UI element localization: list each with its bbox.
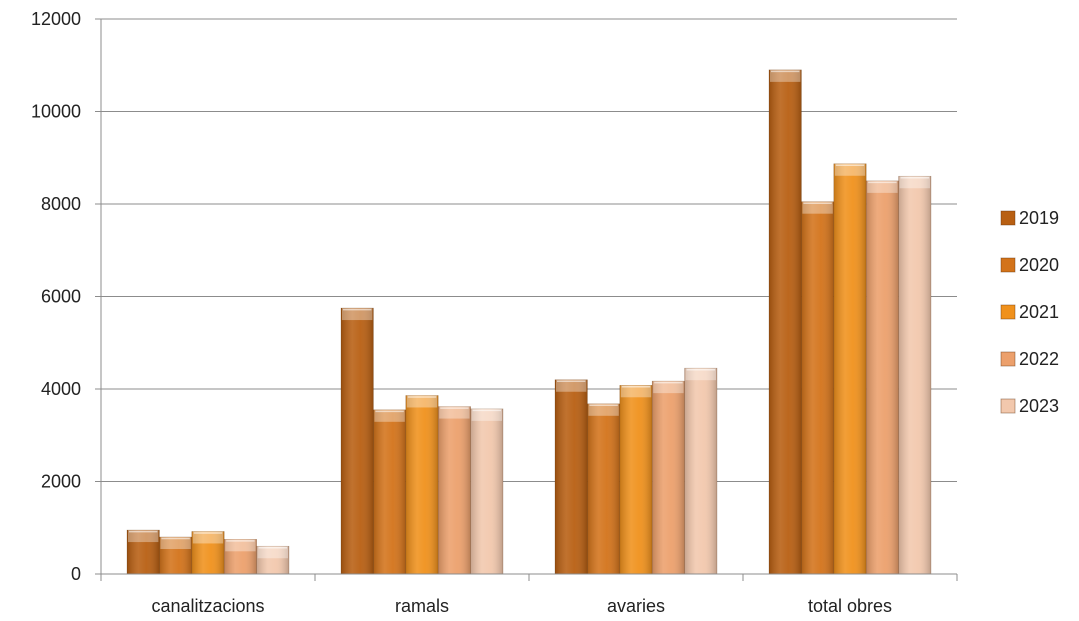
- bar-2019-total-obres: [768, 69, 802, 575]
- legend-swatch: [1000, 398, 1016, 414]
- bar-2022-canalitzacions: [223, 539, 257, 575]
- bar-2019-canalitzacions: [126, 529, 160, 575]
- legend-swatch: [1000, 257, 1016, 273]
- x-tick-label: ramals: [395, 596, 449, 616]
- bar-2020-avaries: [587, 403, 621, 575]
- bar-2022-ramals: [437, 406, 471, 575]
- legend-item-2020: 2020: [1000, 255, 1059, 275]
- y-tick-label: 4000: [41, 379, 81, 399]
- gridlines: [95, 18, 957, 575]
- x-tick-label: avaries: [607, 596, 665, 616]
- bar-2020-ramals: [373, 409, 407, 575]
- y-tick-label: 12000: [31, 9, 81, 29]
- bar-2019-avaries: [554, 379, 588, 575]
- legend: 2019 2020 2021 2022 2023: [1000, 208, 1059, 416]
- bar-2022-total-obres: [865, 180, 899, 575]
- x-tick-label: total obres: [808, 596, 892, 616]
- legend-label: 2020: [1019, 255, 1059, 275]
- legend-item-2021: 2021: [1000, 302, 1059, 322]
- legend-label: 2022: [1019, 349, 1059, 369]
- legend-label: 2021: [1019, 302, 1059, 322]
- y-tick-label: 8000: [41, 194, 81, 214]
- bar-2019-ramals: [340, 307, 374, 575]
- y-tick-label: 6000: [41, 287, 81, 307]
- legend-item-2023: 2023: [1000, 396, 1059, 416]
- legend-swatch: [1000, 351, 1016, 367]
- legend-item-2019: 2019: [1000, 208, 1059, 228]
- bar-2023-ramals: [470, 408, 504, 575]
- bar-2022-avaries: [651, 380, 685, 575]
- legend-label: 2023: [1019, 396, 1059, 416]
- bars: [126, 69, 932, 575]
- bar-2023-canalitzacions: [256, 545, 290, 575]
- legend-swatch: [1000, 304, 1016, 320]
- x-axis-tick-labels: canalitzacions ramals avaries total obres: [151, 596, 892, 616]
- legend-label: 2019: [1019, 208, 1059, 228]
- legend-swatch: [1000, 210, 1016, 226]
- y-tick-label: 10000: [31, 102, 81, 122]
- bar-2020-canalitzacions: [159, 536, 193, 575]
- x-axis: [100, 19, 958, 581]
- bar-2021-total-obres: [833, 163, 867, 575]
- legend-item-2022: 2022: [1000, 349, 1059, 369]
- x-tick-label: canalitzacions: [151, 596, 264, 616]
- bar-2023-total-obres: [898, 175, 932, 575]
- y-axis-tick-labels: 0 2000 4000 6000 8000 10000 12000: [31, 9, 81, 584]
- bar-2020-total-obres: [801, 201, 835, 575]
- bar-2023-avaries: [684, 367, 718, 575]
- y-tick-label: 0: [71, 564, 81, 584]
- bar-2021-ramals: [405, 395, 439, 575]
- bar-2021-canalitzacions: [191, 531, 225, 575]
- bar-2021-avaries: [619, 384, 653, 575]
- y-tick-label: 2000: [41, 472, 81, 492]
